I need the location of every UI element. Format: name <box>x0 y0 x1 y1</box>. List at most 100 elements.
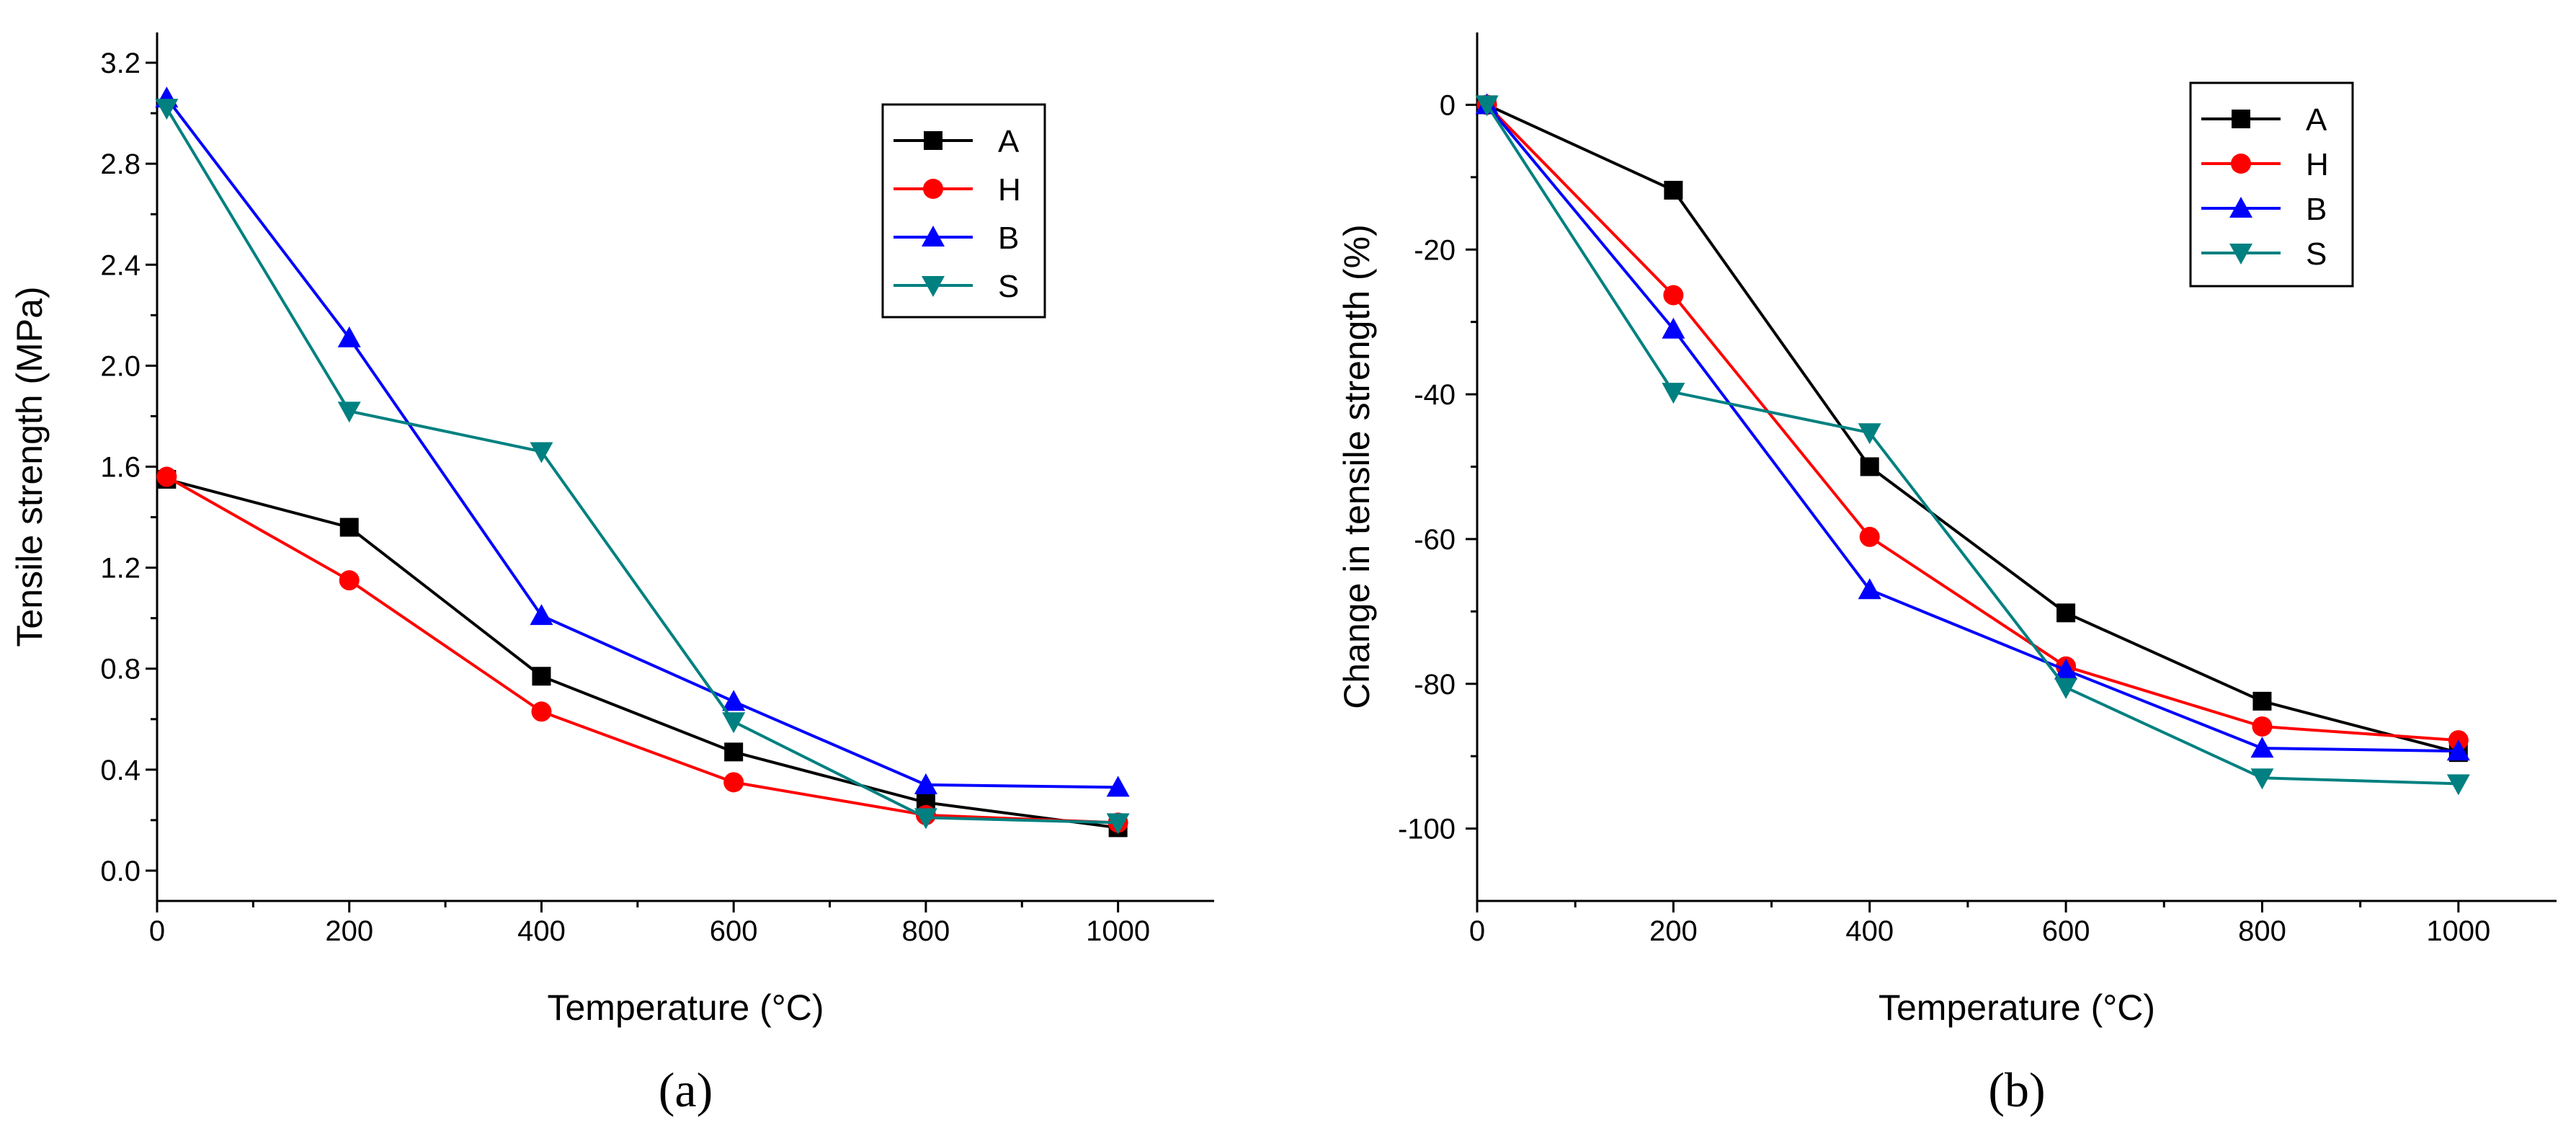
panel-b-y-tick-label: -60 <box>1414 524 1456 556</box>
series-line <box>166 478 1118 830</box>
data-point <box>2054 658 2078 680</box>
data-point <box>2250 737 2274 758</box>
panel-b-y-axis-title: Change in tensile strength (%) <box>1337 224 1377 709</box>
data-point <box>1860 457 1879 476</box>
panel-a-y-tick-label: 2.8 <box>100 148 141 180</box>
data-point <box>156 466 177 487</box>
data-point <box>1858 423 1881 445</box>
panel-a-label: (a) <box>659 1062 713 1117</box>
panel-b-y-tick-label: 0 <box>1440 89 1456 121</box>
data-point <box>532 667 551 686</box>
panel-b-y-tick-label: -40 <box>1414 379 1456 411</box>
series-line <box>166 475 1118 825</box>
legend-label: A <box>998 124 1020 159</box>
panel-b-x-tick-label: 200 <box>1649 915 1698 947</box>
legend-box <box>2189 81 2354 288</box>
legend-label: S <box>2306 236 2327 272</box>
panel-b-x-tick-label: 0 <box>1469 915 1485 947</box>
panel-a-chart: 0 200 400 600 800 1000 0.0 0.4 0.8 1.2 1.6 2.0 2.4 2.… <box>9 32 1214 1117</box>
data-point <box>337 326 361 347</box>
panel-a-x-tick-label: 800 <box>902 915 950 947</box>
legend-marker <box>924 131 942 150</box>
data-point <box>531 701 552 722</box>
data-point <box>914 773 937 794</box>
panel-a-series-a <box>157 470 1128 838</box>
series-line <box>165 97 1118 789</box>
panel-a-x-axis-title: Temperature (°C) <box>548 987 824 1028</box>
panel-b-x-tick-label: 600 <box>2042 915 2090 947</box>
legend-marker <box>923 179 943 199</box>
panel-a-x-tick-label: 0 <box>149 915 165 947</box>
legend-item: S <box>2201 236 2327 272</box>
panel-b-chart: 0 200 400 600 800 1000 0 -20 -40 -60 -80 -100 Temper… <box>1337 32 2557 1117</box>
panel-a-y-tick-label: 2.0 <box>100 350 141 382</box>
legend-item: A <box>893 124 1020 159</box>
legend-item: H <box>2201 147 2329 182</box>
series-line <box>1486 103 2459 755</box>
panel-a-y-axis-title: Tensile strength (MPa) <box>9 286 50 647</box>
legend-marker <box>2232 110 2250 128</box>
legend-item: B <box>893 221 1019 256</box>
legend-marker <box>2229 244 2252 265</box>
legend-item: A <box>2201 102 2327 138</box>
panel-a-y-tick-label: 0.0 <box>100 856 141 887</box>
data-point <box>530 604 553 626</box>
data-point <box>1106 813 1130 835</box>
panel-a-x-tick-label: 200 <box>325 915 373 947</box>
legend-marker <box>922 276 945 297</box>
panel-b-series-s <box>1475 95 2470 796</box>
panel-a-y-tick-label: 0.8 <box>100 654 141 685</box>
data-point <box>722 690 746 711</box>
data-point <box>2250 768 2274 790</box>
data-point <box>1106 776 1130 797</box>
legend-label: A <box>2306 102 2327 138</box>
data-point <box>1858 578 1881 600</box>
panel-b-x-axis-title: Temperature (°C) <box>1878 987 2155 1028</box>
series-line <box>165 107 1118 825</box>
data-point <box>339 518 359 537</box>
panel-b-label: (b) <box>1988 1062 2045 1117</box>
data-point <box>337 401 361 423</box>
data-point <box>1664 180 1683 200</box>
panel-b-x-tick-label: 800 <box>2238 915 2286 947</box>
panel-b-y-tick-label: -20 <box>1414 234 1456 266</box>
panel-b-y-tick-label: -100 <box>1398 814 1456 845</box>
data-point <box>1662 383 1685 404</box>
panel-a-x-tick-label: 1000 <box>1086 915 1150 947</box>
panel-a-y-tick-label: 1.2 <box>100 553 141 585</box>
data-point <box>155 99 179 120</box>
series-line <box>1486 104 2459 753</box>
panel-a-y-tick-label: 2.4 <box>100 249 141 281</box>
legend-label: S <box>998 269 1019 304</box>
legend-item: B <box>2201 192 2327 227</box>
data-point <box>723 772 744 793</box>
data-point <box>1662 317 1685 339</box>
panel-a-y-tick-label: 3.2 <box>100 48 141 79</box>
series-line <box>1485 104 2459 786</box>
data-point <box>724 742 744 762</box>
legend-label: B <box>998 221 1019 256</box>
legend-marker <box>2231 154 2251 174</box>
data-point <box>530 442 553 463</box>
panel-a-series-h <box>156 466 1128 833</box>
data-point <box>339 570 360 591</box>
legend-marker <box>2229 197 2252 218</box>
legend-label: B <box>2306 192 2327 227</box>
data-point <box>1859 526 1880 547</box>
data-point <box>2252 691 2272 711</box>
panel-a-series-b <box>155 86 1130 797</box>
legend-item: H <box>893 172 1021 208</box>
data-point <box>2056 603 2076 623</box>
panel-a-series-s <box>155 99 1130 835</box>
data-point <box>2054 678 2078 699</box>
legend-marker <box>922 226 945 246</box>
panel-b-x-tick-label: 1000 <box>2426 915 2490 947</box>
data-point <box>1663 285 1684 306</box>
panel-b-x-tick-label: 400 <box>1845 915 1894 947</box>
panel-b-y-tick-label: -80 <box>1414 669 1456 701</box>
panel-a-x-tick-label: 600 <box>710 915 758 947</box>
data-point <box>2446 739 2470 761</box>
